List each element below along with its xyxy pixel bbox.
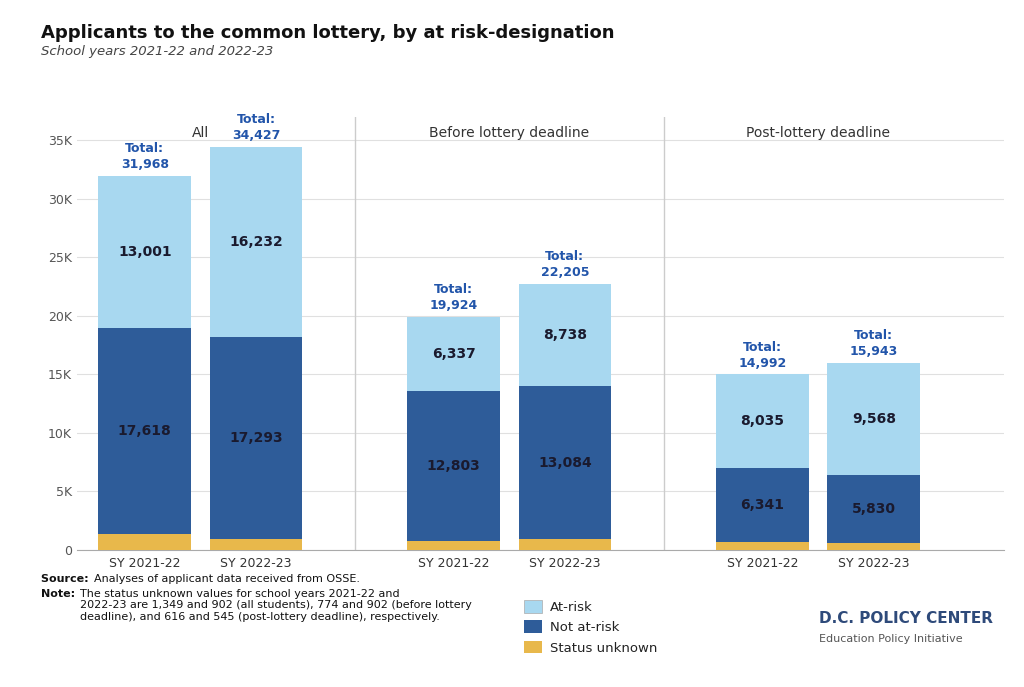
Text: 6,341: 6,341 — [740, 498, 784, 513]
Text: Total:
22,205: Total: 22,205 — [541, 250, 589, 279]
Text: Applicants to the common lottery, by at risk-designation: Applicants to the common lottery, by at … — [41, 24, 614, 42]
Text: Before lottery deadline: Before lottery deadline — [429, 126, 590, 140]
Bar — [408, 317, 500, 391]
Text: Total:
31,968: Total: 31,968 — [121, 142, 169, 171]
Text: All: All — [191, 126, 209, 140]
Bar — [408, 541, 500, 550]
Bar — [716, 469, 809, 543]
Text: 13,001: 13,001 — [118, 245, 172, 259]
Text: School years 2021-22 and 2022-23: School years 2021-22 and 2022-23 — [41, 45, 273, 58]
Text: 8,035: 8,035 — [740, 414, 784, 428]
Text: Total:
19,924: Total: 19,924 — [429, 283, 478, 312]
Text: Source:: Source: — [41, 574, 92, 584]
Text: The status unknown values for school years 2021-22 and
2022-23 are 1,349 and 902: The status unknown values for school yea… — [80, 589, 472, 622]
Bar — [210, 147, 302, 337]
Bar — [518, 539, 611, 550]
Bar — [210, 337, 302, 539]
Text: 6,337: 6,337 — [432, 347, 475, 361]
Text: Analyses of applicant data received from OSSE.: Analyses of applicant data received from… — [94, 574, 360, 584]
Text: 12,803: 12,803 — [427, 459, 480, 473]
Text: 5,830: 5,830 — [852, 502, 896, 516]
Text: 9,568: 9,568 — [852, 412, 896, 426]
Bar — [518, 386, 611, 539]
Bar — [716, 374, 809, 469]
Bar — [98, 176, 191, 328]
Text: 8,738: 8,738 — [543, 328, 587, 342]
Bar — [716, 543, 809, 550]
Text: 16,232: 16,232 — [229, 235, 283, 249]
Text: Education Policy Initiative: Education Policy Initiative — [819, 634, 963, 644]
Bar — [98, 328, 191, 534]
Text: Total:
15,943: Total: 15,943 — [850, 330, 898, 359]
Bar — [210, 539, 302, 550]
Legend: At-risk, Not at-risk, Status unknown: At-risk, Not at-risk, Status unknown — [518, 594, 663, 660]
Text: 13,084: 13,084 — [538, 455, 592, 469]
Text: Post-lottery deadline: Post-lottery deadline — [746, 126, 890, 140]
Bar — [827, 363, 921, 475]
Bar — [408, 391, 500, 541]
Bar — [98, 534, 191, 550]
Text: Note:: Note: — [41, 589, 79, 599]
Text: D.C. POLICY CENTER: D.C. POLICY CENTER — [819, 611, 993, 626]
Text: Total:
14,992: Total: 14,992 — [738, 341, 786, 370]
Text: 17,293: 17,293 — [229, 431, 283, 445]
Text: 17,618: 17,618 — [118, 424, 172, 438]
Bar — [518, 284, 611, 386]
Bar — [827, 475, 921, 543]
Text: Total:
34,427: Total: 34,427 — [231, 113, 281, 142]
Bar — [827, 543, 921, 550]
